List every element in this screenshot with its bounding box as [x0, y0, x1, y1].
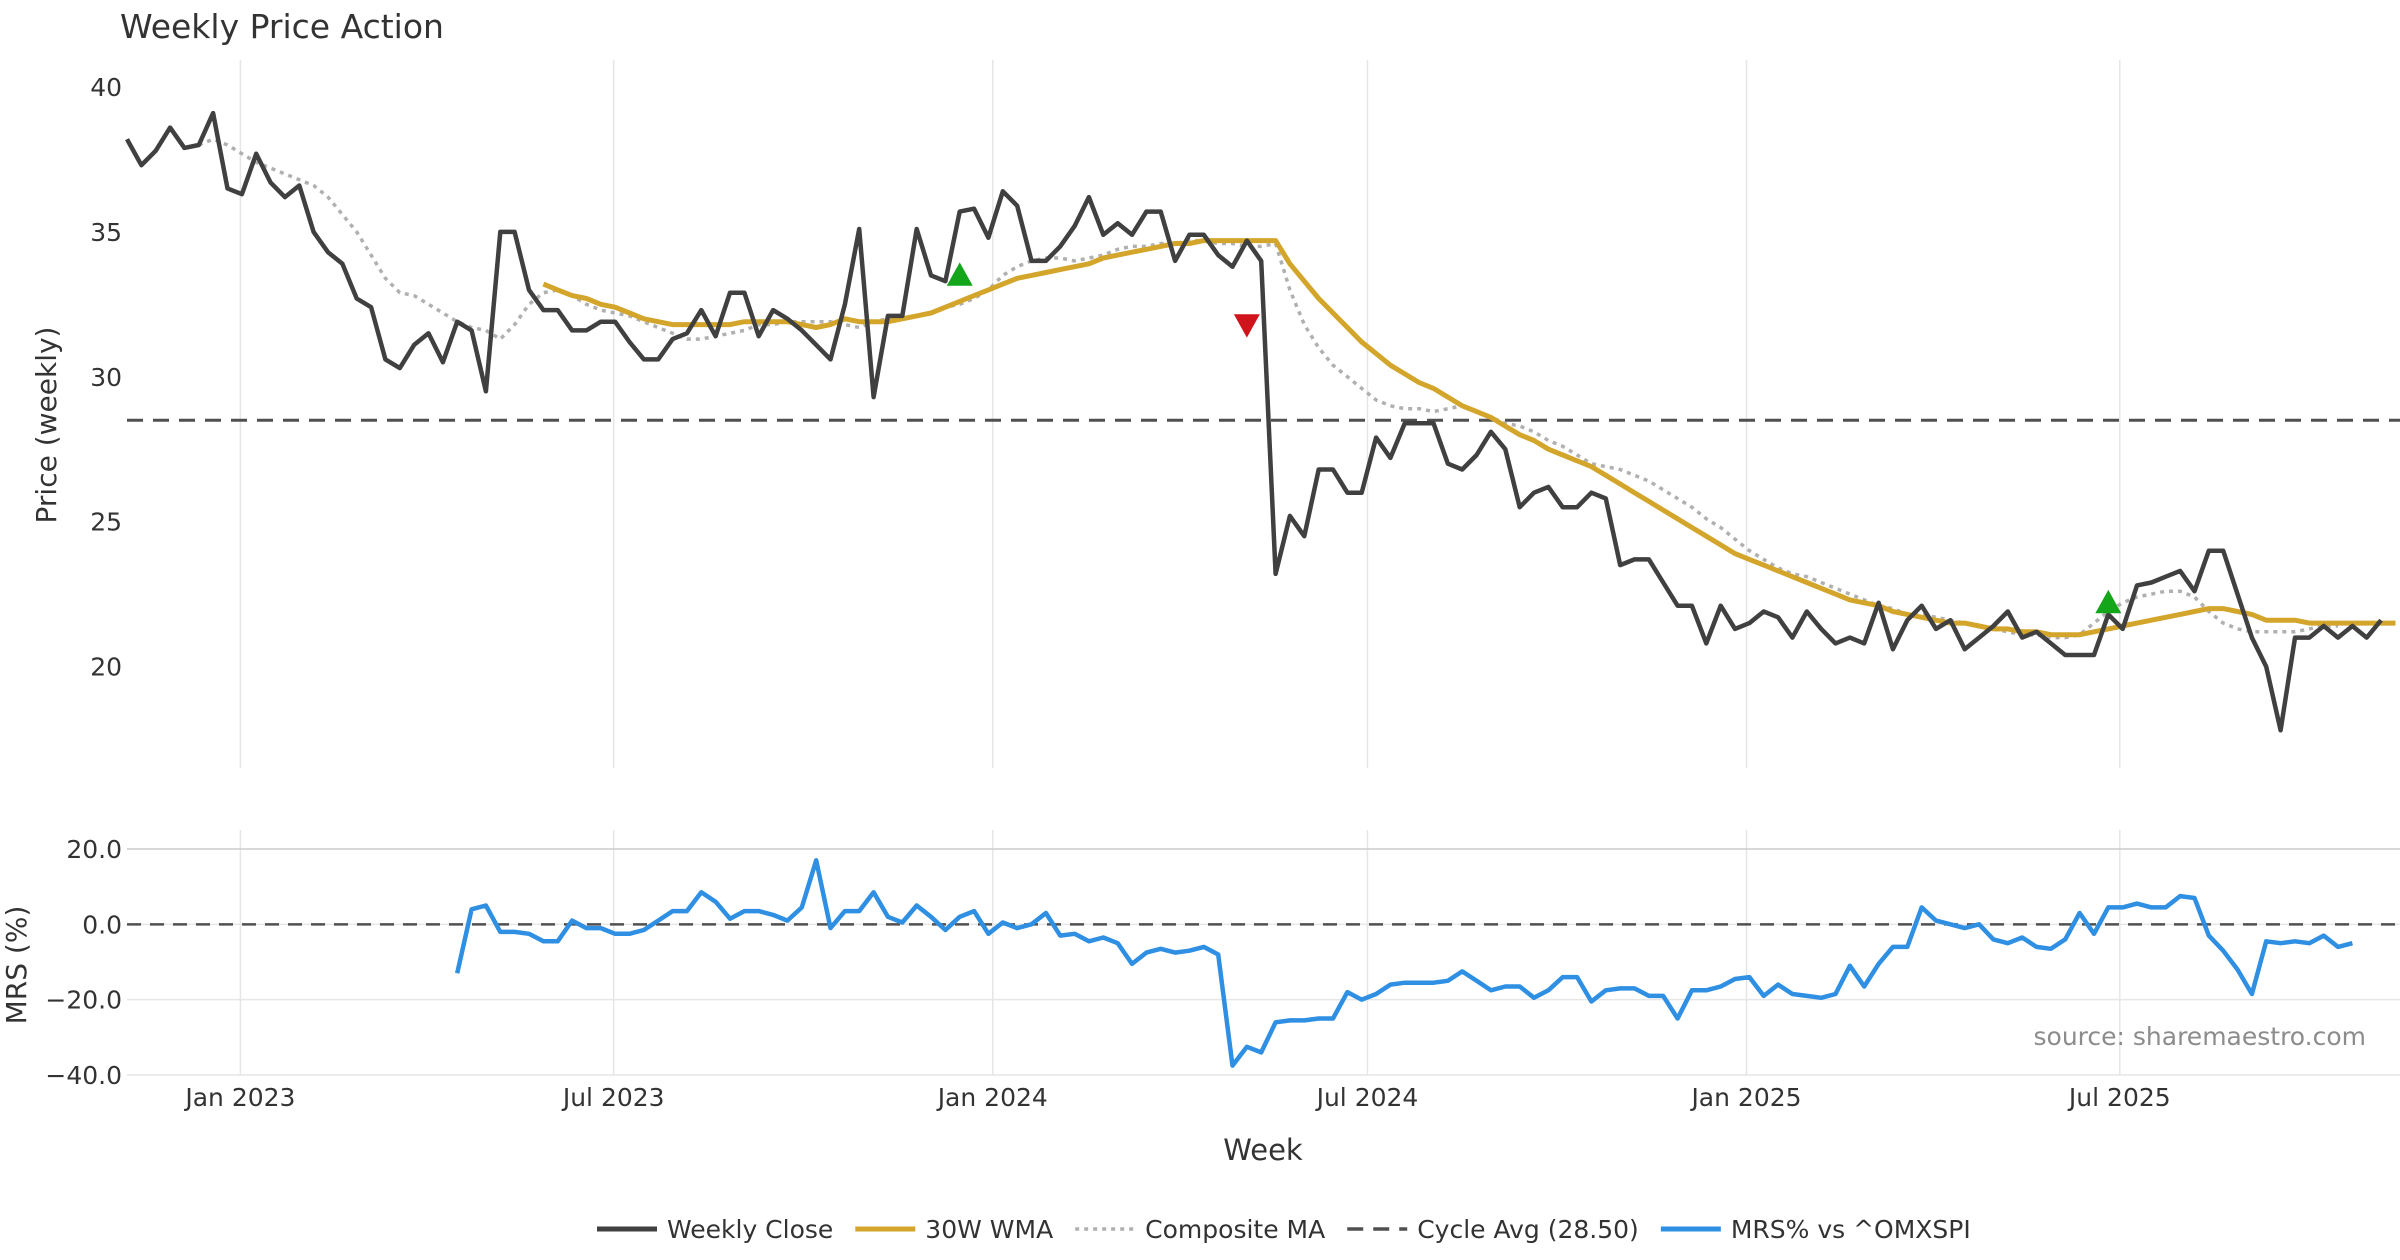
mrs-line	[455, 858, 2353, 1068]
price-y-tick-label: 20	[90, 653, 122, 682]
legend-label: 30W WMA	[925, 1215, 1053, 1244]
legend-label: Weekly Close	[667, 1215, 833, 1244]
legend: Weekly Close 30W WMA Composite MA Cycle Avg…	[597, 1215, 1971, 1244]
price-panel: 20 25 30 35 40 Price (weekly)	[30, 60, 2400, 768]
mrs-y-axis-label: MRS (%)	[0, 906, 33, 1025]
x-tick-label: Jan 2023	[183, 1083, 295, 1112]
x-axis-ticks: Jan 2023 Jul 2023 Jan 2024 Jul 2024 Jan 2025…	[183, 1083, 2170, 1112]
signal-markers	[946, 262, 2122, 614]
sell-signal-marker	[1233, 314, 1260, 338]
chart-title: Weekly Price Action	[120, 7, 444, 46]
price-grid	[239, 60, 2121, 768]
legend-label: MRS% vs ^OMXSPI	[1731, 1215, 1971, 1244]
source-text: source: sharemaestro.com	[2034, 1022, 2367, 1051]
x-tick-label: Jan 2024	[936, 1083, 1048, 1112]
price-y-ticks: 20 25 30 35 40	[90, 73, 122, 682]
mrs-lines	[127, 858, 2400, 1068]
x-tick-label: Jul 2024	[1315, 1083, 1419, 1112]
x-axis-label: Week	[1223, 1133, 1303, 1167]
wma-30w-line	[542, 238, 2396, 638]
buy-signal-marker	[946, 262, 973, 286]
price-y-axis-label: Price (weekly)	[30, 327, 63, 524]
buy-signal-marker	[2095, 589, 2122, 614]
x-tick-label: Jul 2023	[561, 1083, 665, 1112]
mrs-y-tick-label: −20.0	[45, 986, 122, 1015]
mrs-y-tick-label: 0.0	[82, 910, 122, 939]
price-y-tick-label: 25	[90, 508, 122, 537]
mrs-y-tick-label: −40.0	[45, 1061, 122, 1090]
x-tick-label: Jul 2025	[2067, 1083, 2171, 1112]
x-tick-label: Jan 2025	[1689, 1083, 1801, 1112]
price-y-tick-label: 40	[90, 73, 122, 102]
price-y-tick-label: 30	[90, 363, 122, 392]
price-lines	[125, 110, 2400, 733]
legend-label: Cycle Avg (28.50)	[1417, 1215, 1639, 1244]
price-y-tick-label: 35	[90, 218, 122, 247]
mrs-panel: 20.0 0.0 −20.0 −40.0 MRS (%) source: sharem…	[0, 830, 2400, 1090]
legend-label: Composite MA	[1145, 1215, 1325, 1244]
mrs-y-ticks: 20.0 0.0 −20.0 −40.0	[45, 835, 122, 1090]
mrs-y-tick-label: 20.0	[66, 835, 122, 864]
weekly-close-line	[125, 110, 2383, 733]
